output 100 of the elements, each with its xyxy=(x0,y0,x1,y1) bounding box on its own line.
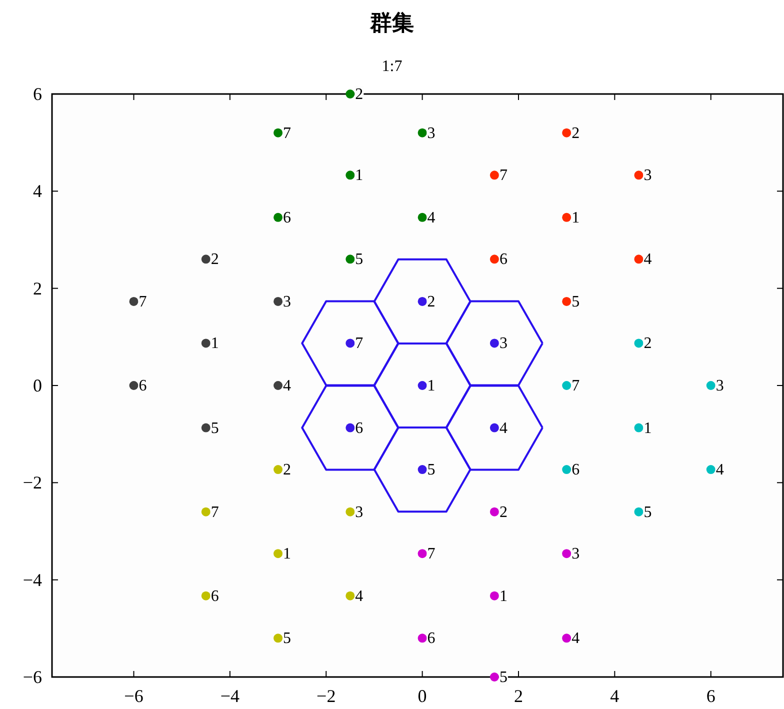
annotation: 7 xyxy=(210,504,219,521)
annotation: 3 xyxy=(283,293,292,310)
annotation: 7 xyxy=(283,124,292,142)
point xyxy=(274,634,283,643)
annotation: 6 xyxy=(355,420,364,437)
annotation: 4 xyxy=(499,420,508,437)
annotation: 4 xyxy=(572,630,580,648)
point xyxy=(562,634,572,643)
point xyxy=(562,212,572,222)
annotation: 4 xyxy=(716,462,724,479)
point xyxy=(490,170,499,180)
point xyxy=(274,296,283,306)
annotation: 3 xyxy=(427,124,436,142)
x-tick-label: 0 xyxy=(418,686,427,706)
point xyxy=(201,507,210,516)
point xyxy=(346,507,355,516)
point xyxy=(490,338,499,348)
annotation: 6 xyxy=(499,251,508,268)
point xyxy=(346,338,355,348)
point xyxy=(490,591,499,600)
annotation: 5 xyxy=(499,669,508,686)
point xyxy=(490,672,499,682)
annotation: 2 xyxy=(644,335,652,352)
point xyxy=(201,591,210,600)
point xyxy=(562,549,572,558)
point xyxy=(634,170,644,180)
point xyxy=(490,507,499,516)
point xyxy=(274,128,283,138)
annotation: 3 xyxy=(716,378,724,394)
annotation: 5 xyxy=(427,462,436,479)
annotation: 7 xyxy=(138,293,147,310)
annotation: 4 xyxy=(355,588,364,605)
annotation: 5 xyxy=(283,630,292,648)
point xyxy=(201,338,210,348)
point xyxy=(562,128,572,138)
point xyxy=(490,423,499,432)
point xyxy=(706,465,716,474)
annotation: 4 xyxy=(283,378,292,394)
annotation: 2 xyxy=(210,251,219,268)
annotation: 3 xyxy=(499,335,508,352)
annotation: 2 xyxy=(283,462,292,479)
annotation: 4 xyxy=(644,251,652,268)
point xyxy=(418,549,427,558)
point xyxy=(562,381,572,390)
y-tick-label: 6 xyxy=(33,84,42,104)
annotation: 7 xyxy=(499,167,508,184)
y-tick-label: 0 xyxy=(33,376,42,396)
annotation: 1 xyxy=(210,335,219,352)
x-tick-label: −6 xyxy=(124,686,144,706)
point xyxy=(129,296,138,306)
chart-subtitle: 1:7 xyxy=(382,58,402,75)
annotation: 6 xyxy=(572,462,580,479)
annotation: 1 xyxy=(355,167,364,184)
annotation: 6 xyxy=(210,588,219,605)
annotation: 7 xyxy=(355,335,364,352)
annotation: 3 xyxy=(644,167,652,184)
point xyxy=(346,170,355,180)
annotation: 6 xyxy=(283,209,292,226)
point xyxy=(346,90,355,98)
annotation: 5 xyxy=(572,293,580,310)
point xyxy=(346,591,355,600)
annotation: 4 xyxy=(427,209,436,226)
annotation: 2 xyxy=(572,124,580,142)
point xyxy=(274,549,283,558)
point xyxy=(346,423,355,432)
annotation: 5 xyxy=(644,504,652,521)
annotation: 7 xyxy=(572,378,580,394)
point xyxy=(201,423,210,432)
annotation: 1 xyxy=(572,209,580,226)
point xyxy=(129,381,138,390)
annotation: 1 xyxy=(427,378,436,394)
annotation: 1 xyxy=(283,546,292,563)
point xyxy=(634,254,644,264)
x-tick-label: 4 xyxy=(610,686,620,706)
point xyxy=(634,338,644,348)
point xyxy=(274,212,283,222)
point xyxy=(634,423,644,432)
point xyxy=(418,212,427,222)
point xyxy=(274,465,283,474)
point xyxy=(418,296,427,306)
x-tick-label: −4 xyxy=(220,686,240,706)
x-tick-label: 2 xyxy=(514,686,523,706)
annotation: 6 xyxy=(427,630,436,648)
y-tick-label: −2 xyxy=(22,472,42,493)
annotation: 1 xyxy=(499,588,508,605)
y-tick-label: 4 xyxy=(33,181,42,202)
annotation: 2 xyxy=(355,86,364,103)
y-tick-label: 2 xyxy=(33,278,42,298)
point xyxy=(634,507,644,516)
annotation: 3 xyxy=(355,504,364,521)
annotation: 5 xyxy=(210,420,219,437)
annotation: 5 xyxy=(355,251,364,268)
x-tick-label: 6 xyxy=(706,686,716,706)
annotation: 2 xyxy=(499,504,508,521)
point xyxy=(346,254,355,264)
annotation: 3 xyxy=(572,546,580,563)
annotation: 6 xyxy=(138,378,147,394)
point xyxy=(418,381,427,390)
point xyxy=(418,634,427,643)
y-tick-label: −4 xyxy=(22,570,42,590)
